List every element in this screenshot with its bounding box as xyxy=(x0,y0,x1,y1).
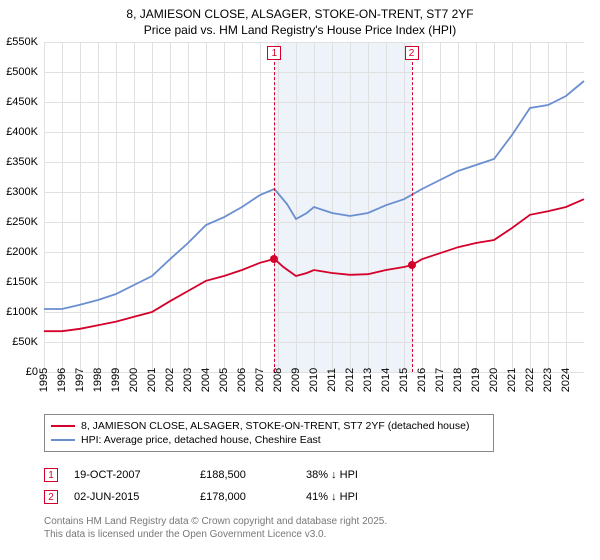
attribution-footer: Contains HM Land Registry data © Crown c… xyxy=(44,516,387,541)
legend-swatch xyxy=(51,439,75,441)
sale-row: 2 02-JUN-2015 £178,000 41% ↓ HPI xyxy=(44,490,358,504)
sale-price: £188,500 xyxy=(200,469,290,481)
sale-marker-dot xyxy=(270,255,278,263)
y-tick-label: £200K xyxy=(0,246,38,258)
sale-marker-dot xyxy=(408,261,416,269)
sale-row-badge: 1 xyxy=(44,468,58,482)
legend-label: HPI: Average price, detached house, Ches… xyxy=(81,434,321,446)
hpi-line xyxy=(44,81,584,309)
y-tick-label: £300K xyxy=(0,186,38,198)
legend-row: 8, JAMIESON CLOSE, ALSAGER, STOKE-ON-TRE… xyxy=(51,419,487,433)
chart-title-line1: 8, JAMIESON CLOSE, ALSAGER, STOKE-ON-TRE… xyxy=(0,6,600,22)
sale-vs-hpi: 41% ↓ HPI xyxy=(306,491,358,503)
title-block: 8, JAMIESON CLOSE, ALSAGER, STOKE-ON-TRE… xyxy=(0,0,600,38)
property-line xyxy=(44,199,584,331)
y-tick-label: £100K xyxy=(0,306,38,318)
y-tick-label: £0 xyxy=(0,366,38,378)
footer-line2: This data is licensed under the Open Gov… xyxy=(44,529,387,542)
sale-marker-badge: 2 xyxy=(405,46,419,60)
y-tick-label: £550K xyxy=(0,36,38,48)
plot-area: £0£50K£100K£150K£200K£250K£300K£350K£400… xyxy=(44,42,584,372)
sale-date: 19-OCT-2007 xyxy=(74,469,184,481)
sale-marker-badge: 1 xyxy=(267,46,281,60)
footer-line1: Contains HM Land Registry data © Crown c… xyxy=(44,516,387,529)
y-tick-label: £150K xyxy=(0,276,38,288)
y-tick-label: £350K xyxy=(0,156,38,168)
sale-marker-line xyxy=(412,62,413,372)
y-tick-label: £250K xyxy=(0,216,38,228)
legend-swatch xyxy=(51,425,75,427)
sale-price: £178,000 xyxy=(200,491,290,503)
series-svg xyxy=(44,42,584,372)
sale-row: 1 19-OCT-2007 £188,500 38% ↓ HPI xyxy=(44,468,358,482)
sale-marker-line xyxy=(274,62,275,372)
y-tick-label: £50K xyxy=(0,336,38,348)
y-tick-label: £450K xyxy=(0,96,38,108)
sale-date: 02-JUN-2015 xyxy=(74,491,184,503)
sale-vs-hpi: 38% ↓ HPI xyxy=(306,469,358,481)
legend-label: 8, JAMIESON CLOSE, ALSAGER, STOKE-ON-TRE… xyxy=(81,420,469,432)
y-tick-label: £500K xyxy=(0,66,38,78)
chart-title-line2: Price paid vs. HM Land Registry's House … xyxy=(0,22,600,38)
legend-box: 8, JAMIESON CLOSE, ALSAGER, STOKE-ON-TRE… xyxy=(44,414,494,452)
chart-container: 8, JAMIESON CLOSE, ALSAGER, STOKE-ON-TRE… xyxy=(0,0,600,560)
legend-row: HPI: Average price, detached house, Ches… xyxy=(51,433,487,447)
sale-row-badge: 2 xyxy=(44,490,58,504)
y-tick-label: £400K xyxy=(0,126,38,138)
